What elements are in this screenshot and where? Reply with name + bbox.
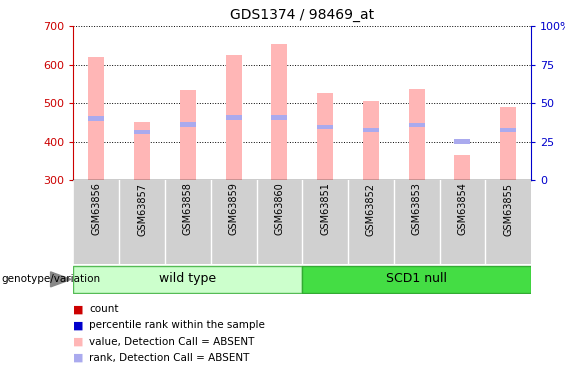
Bar (408, 88, 425, 180)
Text: GSM63856: GSM63856 (92, 183, 101, 236)
Text: GSM63855: GSM63855 (503, 183, 513, 236)
Text: GSM63858: GSM63858 (183, 183, 193, 236)
Bar (317, 93, 333, 180)
Bar (485, 180, 531, 264)
Text: wild type: wild type (159, 272, 216, 285)
Text: GSM63857: GSM63857 (137, 183, 147, 236)
Bar (440, 180, 485, 264)
Text: GSM63859: GSM63859 (229, 183, 238, 236)
Bar (394, 180, 440, 264)
Bar (317, 124, 333, 129)
Text: GSM63860: GSM63860 (275, 183, 284, 235)
Text: SCD1 null: SCD1 null (386, 272, 447, 285)
Bar (500, 128, 516, 132)
Bar (363, 128, 379, 132)
Bar (500, 107, 516, 180)
Text: ■: ■ (73, 337, 84, 346)
Text: count: count (89, 304, 119, 314)
Text: GSM63853: GSM63853 (412, 183, 421, 236)
Bar (88, 116, 105, 121)
Bar (134, 130, 150, 134)
Bar (408, 123, 425, 128)
Bar (211, 180, 257, 264)
Text: percentile rank within the sample: percentile rank within the sample (89, 321, 265, 330)
Text: GSM63851: GSM63851 (320, 183, 330, 236)
Text: ■: ■ (73, 353, 84, 363)
Text: GSM63852: GSM63852 (366, 183, 376, 236)
Text: rank, Detection Call = ABSENT: rank, Detection Call = ABSENT (89, 353, 250, 363)
Bar (225, 55, 242, 180)
Bar (180, 90, 196, 180)
Bar (302, 180, 348, 264)
Text: value, Detection Call = ABSENT: value, Detection Call = ABSENT (89, 337, 255, 346)
Bar (165, 180, 211, 264)
Bar (88, 57, 105, 180)
Text: genotype/variation: genotype/variation (1, 274, 100, 284)
Bar (225, 116, 242, 120)
Bar (454, 139, 471, 144)
Bar (271, 116, 288, 120)
Polygon shape (51, 272, 71, 287)
Bar (119, 180, 165, 264)
Text: ■: ■ (73, 304, 84, 314)
Bar (134, 122, 150, 180)
Bar (271, 44, 288, 180)
Text: ■: ■ (73, 321, 84, 330)
Bar (73, 180, 119, 264)
Bar (257, 180, 302, 264)
Bar (454, 155, 471, 180)
Title: GDS1374 / 98469_at: GDS1374 / 98469_at (230, 9, 375, 22)
Text: GSM63854: GSM63854 (458, 183, 467, 236)
Bar (348, 180, 394, 264)
Bar (363, 101, 379, 180)
FancyBboxPatch shape (302, 266, 531, 293)
Bar (180, 122, 196, 127)
FancyBboxPatch shape (73, 266, 302, 293)
